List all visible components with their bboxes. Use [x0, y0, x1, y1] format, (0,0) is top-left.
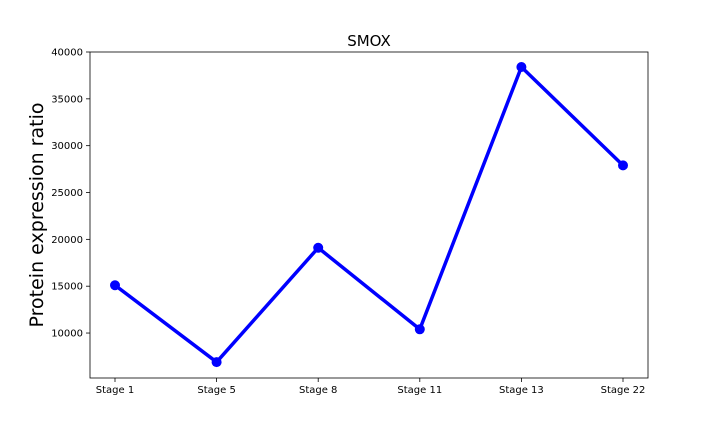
y-tick-label: 25000 [51, 188, 83, 199]
plot-frame [89, 51, 649, 379]
data-point [211, 357, 222, 368]
data-point [516, 61, 527, 72]
plot-area: 10000 15000 20000 25000 30000 35000 40000 Stage… [51, 48, 649, 396]
data-point [110, 280, 120, 291]
y-tick-label: 15000 [51, 282, 83, 293]
x-tick-label: Stage 11 [397, 385, 442, 396]
y-tick-label: 20000 [51, 235, 83, 246]
series-line [113, 65, 625, 364]
y-axis-label: Protein expression ratio [26, 103, 48, 328]
y-tick-label: 10000 [51, 329, 83, 340]
y-tick-label: 30000 [51, 141, 83, 152]
x-tick-label: Stage 5 [197, 385, 235, 396]
data-point [618, 160, 628, 171]
data-point [313, 242, 324, 253]
chart-title: SMOX [347, 32, 391, 50]
x-tick-label: Stage 8 [299, 385, 337, 396]
y-tick-label: 35000 [51, 94, 83, 105]
x-tick-label: Stage 22 [601, 385, 646, 396]
x-tick-label: Stage 13 [499, 385, 544, 396]
x-tick-label: Stage 1 [96, 385, 134, 396]
data-point [414, 324, 425, 335]
y-tick-label: 40000 [51, 48, 83, 59]
